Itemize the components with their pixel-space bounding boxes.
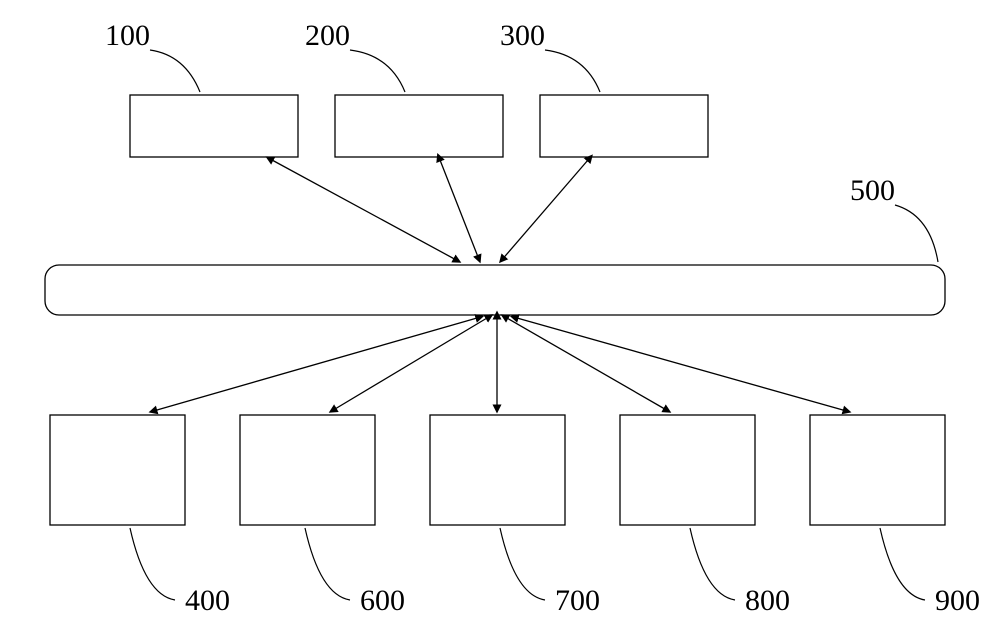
leader-700	[500, 528, 545, 600]
label-500: 500	[850, 174, 895, 207]
leader-900	[880, 528, 925, 600]
label-300: 300	[500, 19, 545, 52]
box-400	[50, 415, 185, 525]
leader-800	[690, 528, 735, 600]
label-100: 100	[105, 19, 150, 52]
box-100	[130, 95, 298, 157]
arrow-0	[272, 160, 460, 262]
label-700: 700	[555, 584, 600, 617]
label-400: 400	[185, 584, 230, 617]
box-300	[540, 95, 708, 157]
arrow-7	[517, 318, 850, 412]
leader-300	[545, 50, 600, 92]
arrow-3	[150, 318, 477, 412]
leader-200	[350, 50, 405, 92]
leader-400	[130, 528, 175, 600]
arrow-4	[330, 318, 487, 412]
box-600	[240, 415, 375, 525]
label-900: 900	[935, 584, 980, 617]
leader-600	[305, 528, 350, 600]
label-200: 200	[305, 19, 350, 52]
box-800	[620, 415, 755, 525]
label-800: 800	[745, 584, 790, 617]
leader-500	[895, 205, 938, 262]
arrow-6	[507, 318, 670, 412]
arrow-1	[440, 160, 480, 262]
box-900	[810, 415, 945, 525]
label-600: 600	[360, 584, 405, 617]
bus-500	[45, 265, 945, 315]
box-700	[430, 415, 565, 525]
leader-100	[150, 50, 200, 92]
arrow-2	[500, 160, 588, 262]
box-200	[335, 95, 503, 157]
